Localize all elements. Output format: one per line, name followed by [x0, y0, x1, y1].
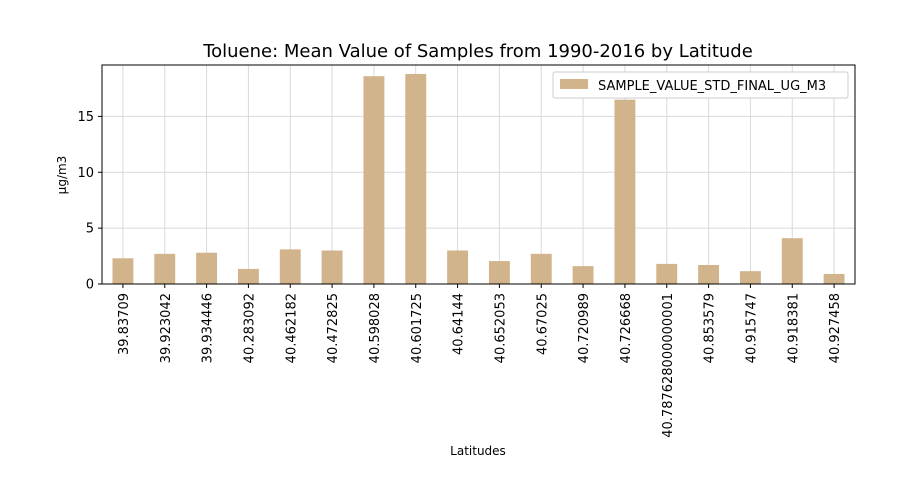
bar [154, 253, 176, 284]
bar [488, 261, 510, 284]
legend-swatch [560, 79, 588, 89]
bar [321, 250, 343, 284]
x-tick-label: 40.601725 [410, 293, 425, 363]
y-axis-ticks: 0 5 10 15 [77, 110, 102, 293]
x-tick-label: 40.853579 [703, 293, 718, 363]
bar [698, 265, 720, 284]
bar [530, 253, 552, 284]
x-tick-label: 39.923042 [159, 293, 174, 363]
x-tick-label: 40.64144 [452, 293, 467, 355]
y-tick-label: 10 [77, 166, 94, 181]
bar [572, 266, 594, 284]
bar [363, 76, 385, 285]
x-tick-label: 40.927458 [828, 293, 843, 363]
bar [656, 263, 678, 284]
y-axis-label: µg/m3 [55, 156, 69, 195]
x-tick-label: 40.787628000000001 [661, 293, 676, 438]
bars [112, 73, 845, 285]
bar [447, 250, 469, 284]
chart-title: Toluene: Mean Value of Samples from 1990… [202, 41, 753, 62]
x-tick-label: 39.934446 [201, 293, 216, 363]
legend-label: SAMPLE_VALUE_STD_FINAL_UG_M3 [598, 79, 826, 94]
x-tick-label: 40.283092 [242, 293, 257, 363]
bar [614, 99, 636, 284]
x-tick-label: 40.918381 [786, 293, 801, 363]
x-tick-label: 40.720989 [577, 293, 592, 363]
x-tick-label: 39.83709 [117, 293, 132, 355]
y-tick-label: 5 [86, 222, 94, 237]
bar [237, 268, 259, 284]
legend-box [552, 71, 849, 99]
bar [781, 238, 803, 284]
x-tick-label: 40.472825 [326, 293, 341, 363]
y-tick-label: 15 [77, 110, 94, 125]
bar [405, 73, 427, 284]
y-tick-label: 0 [86, 278, 94, 293]
x-axis-ticks: 39.83709 39.923042 39.934446 40.283092 40.46… [117, 284, 843, 438]
x-tick-label: 40.652053 [493, 293, 508, 363]
x-tick-label: 40.462182 [284, 293, 299, 363]
bar [823, 273, 845, 284]
x-tick-label: 40.598028 [368, 293, 383, 363]
x-tick-label: 40.915747 [744, 293, 759, 363]
legend: SAMPLE_VALUE_STD_FINAL_UG_M3 [552, 71, 849, 99]
x-axis-label: Latitudes [450, 444, 506, 458]
x-tick-label: 40.67025 [535, 293, 550, 355]
bar [739, 271, 761, 284]
bar [112, 258, 134, 284]
bar [279, 249, 301, 284]
plot-frame [101, 64, 856, 285]
bar [196, 252, 218, 284]
x-tick-label: 40.726668 [619, 293, 634, 363]
